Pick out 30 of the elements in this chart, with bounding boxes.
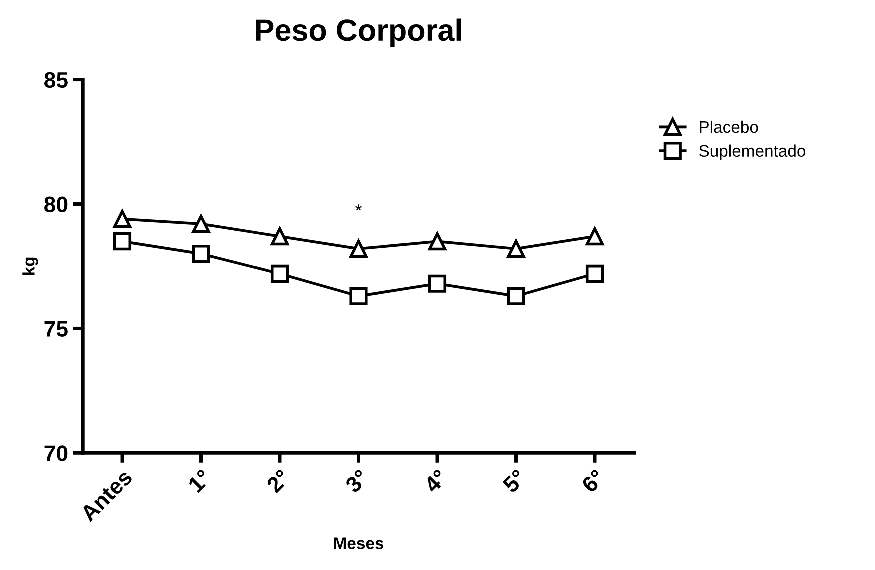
point xyxy=(113,210,132,228)
x-tick-label: 2° xyxy=(266,468,291,494)
annotation: * xyxy=(356,204,362,211)
legend-label: Suplementado xyxy=(699,144,806,160)
point xyxy=(192,245,210,264)
point xyxy=(586,228,604,246)
point xyxy=(507,287,526,306)
x-tick-label: 5° xyxy=(502,468,528,494)
point xyxy=(350,240,368,258)
point xyxy=(586,264,604,283)
x-tick-label: 1° xyxy=(188,468,212,494)
point xyxy=(270,228,290,246)
x-axis-title: Meses xyxy=(334,538,384,550)
x-tick-label: 4° xyxy=(423,468,448,494)
x-tick-label: 3° xyxy=(344,468,370,494)
y-tick-label: 80 xyxy=(44,196,68,213)
y-tick-label: 70 xyxy=(44,446,68,462)
point xyxy=(113,232,132,251)
y-tick-label: 85 xyxy=(44,72,68,88)
x-tick-label: 6° xyxy=(580,468,606,494)
chart-title: Peso Corporal xyxy=(256,18,462,48)
legend-label: Placebo xyxy=(700,120,758,134)
point xyxy=(350,287,368,306)
y-axis-title: kg xyxy=(22,258,38,276)
point xyxy=(192,215,210,234)
point xyxy=(507,240,526,258)
point xyxy=(270,264,290,283)
y-tick-label: 75 xyxy=(44,321,68,337)
point xyxy=(428,232,447,251)
point xyxy=(428,274,447,293)
